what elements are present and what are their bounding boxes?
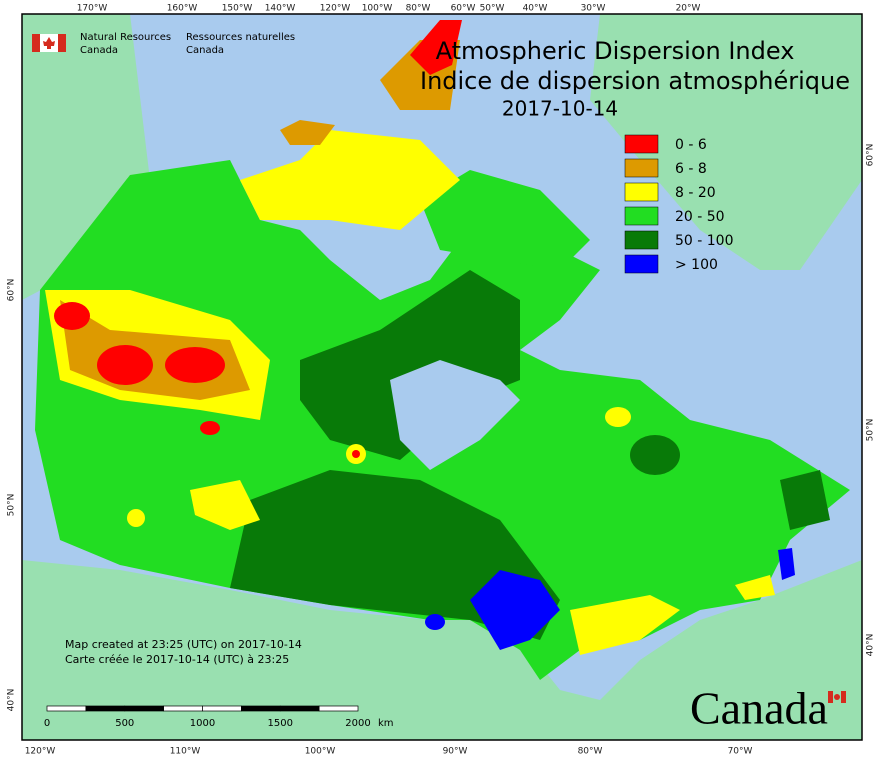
flag-bar [32, 34, 40, 52]
legend-label: 50 - 100 [675, 233, 734, 249]
legend-label: > 100 [675, 257, 718, 273]
lon-label: 100°W [362, 4, 393, 14]
legend-label: 6 - 8 [675, 161, 707, 177]
high-index-spot [425, 614, 445, 630]
lon-label: 140°W [265, 4, 296, 14]
legend-label: 8 - 20 [675, 185, 716, 201]
scale-tick-label: 1500 [268, 718, 293, 729]
hudson-region [300, 270, 520, 460]
lon-label: 120°W [320, 4, 351, 14]
high-index-spot [778, 548, 795, 580]
yellow-spot [127, 509, 145, 527]
lon-label: 40°W [523, 4, 548, 14]
legend-swatch [624, 134, 659, 154]
scale-tick-label: 2000 [345, 718, 370, 729]
lon-label: 20°W [676, 4, 701, 14]
united-states [22, 560, 862, 740]
flag-bar [58, 34, 66, 52]
baffin-island [420, 170, 590, 270]
arctic-island [280, 120, 335, 145]
arctic-islands [240, 130, 460, 230]
flag-bar [841, 691, 846, 703]
hudson-bay [390, 360, 520, 470]
scale-tick-label: 0 [44, 718, 50, 729]
lon-label: 80°W [406, 4, 431, 14]
legend: 0 - 6 6 - 8 8 - 20 20 - 50 50 - 100 > 100 [624, 134, 734, 274]
red-spot [200, 421, 220, 435]
canada-wordmark: Canada [690, 683, 828, 734]
prairie-yellow [190, 480, 260, 530]
lon-label: 30°W [581, 4, 606, 14]
graticule-labels: 170°W 160°W 150°W 140°W 120°W 100°W 80°W 60°W 50… [7, 4, 876, 757]
legend-swatch [624, 206, 659, 226]
legend-label: 0 - 6 [675, 137, 707, 153]
legend-swatch [624, 182, 659, 202]
lat-label: 40°N [7, 689, 17, 712]
lon-label: 110°W [170, 747, 201, 757]
lon-label: 100°W [305, 747, 336, 757]
red-spot [165, 347, 225, 383]
lon-label: 90°W [443, 747, 468, 757]
flag-bar [828, 691, 833, 703]
high-index-area [470, 570, 560, 650]
yellow-spot [605, 407, 631, 427]
scale-tick-label: 500 [115, 718, 134, 729]
greenland [590, 14, 862, 270]
title-fr: Indice de dispersion atmosphérique [420, 67, 850, 95]
newfoundland [780, 470, 830, 530]
org-fr: Canada [186, 45, 224, 56]
red-spot [54, 302, 90, 330]
lon-label: 80°W [578, 747, 603, 757]
org-fr: Ressources naturelles [186, 32, 295, 43]
wordmark: Canada [690, 683, 846, 734]
scale-segment [124, 705, 164, 712]
map-area [21, 13, 863, 741]
scale-segment [202, 705, 242, 712]
scale-segment [163, 705, 203, 712]
lat-label: 60°N [866, 144, 876, 167]
lat-label: 60°N [7, 279, 17, 302]
scale-unit: km [378, 718, 394, 729]
scale-bar: 0 500 1000 1500 2000 km [44, 705, 394, 729]
alaska [22, 14, 150, 300]
scale-segment [279, 705, 320, 712]
lat-label: 50°N [866, 419, 876, 442]
scale-tick-label: 1000 [190, 718, 215, 729]
red-spot [97, 345, 153, 385]
legend-swatch [624, 230, 659, 250]
legend-swatch [624, 158, 659, 178]
lon-label: 50°W [480, 4, 505, 14]
date: 2017-10-14 [502, 97, 618, 121]
lat-label: 50°N [7, 494, 17, 517]
ontario-yellow [570, 595, 680, 655]
maritime-yellow [735, 575, 775, 600]
quebec-patch [630, 435, 680, 475]
flag-leaf [834, 694, 840, 700]
scale-segment [85, 705, 126, 712]
lon-label: 170°W [77, 4, 108, 14]
title: Atmospheric Dispersion Index [436, 37, 795, 65]
lon-label: 120°W [25, 747, 56, 757]
scale-segment [318, 705, 359, 712]
scale-segment [46, 705, 87, 712]
lon-label: 160°W [167, 4, 198, 14]
credit: Carte créée le 2017-10-14 (UTC) à 23:25 [65, 653, 289, 666]
lon-label: 70°W [728, 747, 753, 757]
lon-label: 60°W [451, 4, 476, 14]
legend-label: 20 - 50 [675, 209, 725, 225]
red-spot [352, 450, 360, 458]
org-en: Canada [80, 45, 118, 56]
lat-label: 40°N [866, 634, 876, 657]
legend-swatch [624, 254, 659, 274]
credit: Map created at 23:25 (UTC) on 2017-10-14 [65, 638, 302, 651]
scale-segment [241, 705, 281, 712]
map-frame [21, 13, 863, 741]
org-en: Natural Resources [80, 32, 171, 43]
lon-label: 150°W [222, 4, 253, 14]
ellesmere-tip [410, 20, 462, 75]
nrcan-logo: Natural Resources Canada Ressources natu… [32, 32, 295, 56]
flag-leaf [43, 37, 55, 49]
